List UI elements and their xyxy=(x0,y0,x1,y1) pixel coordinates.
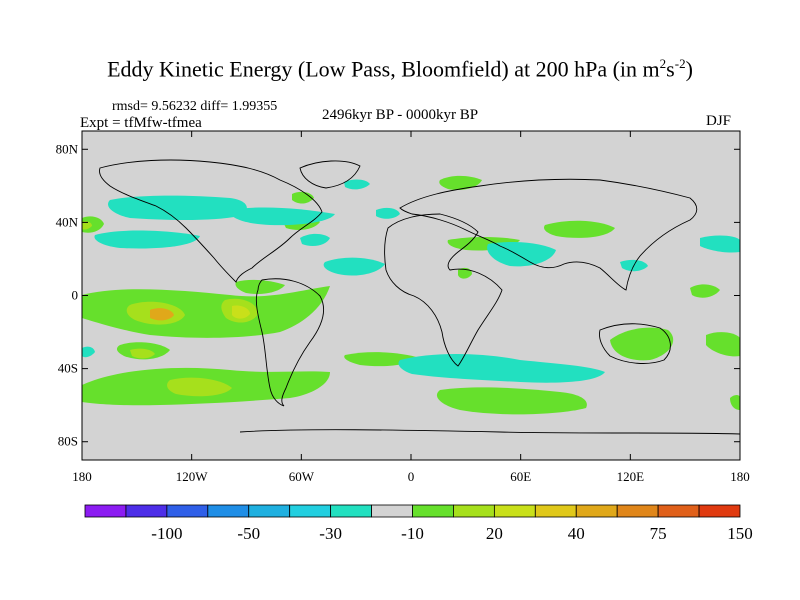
colorbar-label: -30 xyxy=(319,524,342,543)
lon-label: 120W xyxy=(176,469,209,484)
anomaly-region xyxy=(235,279,285,295)
lat-label: 40N xyxy=(56,214,79,229)
anomaly-region xyxy=(690,284,720,298)
colorbar-swatch xyxy=(371,504,413,518)
lat-label: 40S xyxy=(58,361,78,376)
anomaly-region xyxy=(398,354,605,383)
anomaly-region xyxy=(130,348,155,359)
anomaly-region xyxy=(458,267,472,279)
colorbar-swatch xyxy=(493,504,536,518)
anomaly-region xyxy=(232,305,250,319)
lon-label: 60E xyxy=(510,469,531,484)
colorbar-label: 150 xyxy=(727,524,753,543)
colorbar: -100 -50 -30 -10 20 40 75 150 xyxy=(84,504,753,543)
anomaly-region xyxy=(229,207,335,226)
experiment-label: Expt = tfMfw-tfmea xyxy=(80,115,202,131)
colorbar-label: 40 xyxy=(568,524,585,543)
lon-label: 180 xyxy=(72,469,92,484)
colorbar-label: 75 xyxy=(650,524,667,543)
anomaly-region xyxy=(376,207,400,219)
lat-label: 80N xyxy=(56,141,79,156)
colorbar-swatch xyxy=(207,504,250,518)
lat-label: 80S xyxy=(58,434,78,449)
anomaly-region xyxy=(82,286,330,338)
anomaly-region xyxy=(706,332,740,357)
colorbar-swatch xyxy=(698,504,741,518)
anomaly-region xyxy=(344,179,370,190)
anomaly-region xyxy=(300,233,330,246)
lon-label: 180 xyxy=(730,469,750,484)
anomaly-region xyxy=(292,191,314,204)
lon-label: 0 xyxy=(408,469,415,484)
colorbar-label: -50 xyxy=(237,524,260,543)
anomaly-region xyxy=(167,377,232,397)
colorbar-swatch xyxy=(657,504,700,518)
anomaly-region xyxy=(150,308,174,321)
anomaly-region xyxy=(94,230,200,249)
colorbar-swatch xyxy=(166,504,209,518)
period-label: 2496kyr BP - 0000kyr BP xyxy=(321,107,479,123)
anomaly-region xyxy=(439,175,482,190)
colorbar-swatch xyxy=(453,504,495,518)
lat-label: 0 xyxy=(72,288,79,303)
lon-label: 120E xyxy=(617,469,645,484)
anomaly-region xyxy=(544,220,615,238)
colorbar-swatch xyxy=(330,504,372,518)
colorbar-label: 20 xyxy=(486,524,503,543)
colorbar-swatch xyxy=(84,504,127,518)
chart-title: Eddy Kinetic Energy (Low Pass, Bloomfiel… xyxy=(107,56,693,82)
anomaly-region xyxy=(730,395,740,410)
map-axes: 180 120W 60W 0 60E 120E 180 80N 40N 0 40S 80S xyxy=(56,131,750,484)
anomaly-field xyxy=(82,159,740,435)
season-label: DJF xyxy=(706,113,732,129)
anomaly-region xyxy=(700,235,740,253)
colorbar-swatch xyxy=(412,504,454,518)
coastlines xyxy=(99,159,740,435)
anomaly-region xyxy=(323,257,385,276)
colorbar-swatch xyxy=(125,504,168,518)
colorbar-swatch xyxy=(248,504,291,518)
colorbar-swatch xyxy=(534,504,577,518)
colorbar-swatch xyxy=(575,504,618,518)
anomaly-region xyxy=(436,387,587,415)
anomaly-region xyxy=(82,221,92,230)
colorbar-swatch xyxy=(616,504,659,518)
anomaly-region xyxy=(610,327,674,361)
lon-label: 60W xyxy=(289,469,315,484)
colorbar-label: -100 xyxy=(151,524,182,543)
anomaly-region xyxy=(82,346,95,358)
colorbar-swatch xyxy=(289,504,332,518)
stats-text: rmsd= 9.56232 diff= 1.99355 xyxy=(112,99,278,114)
anomaly-region xyxy=(108,195,247,220)
colorbar-label: -10 xyxy=(401,524,424,543)
